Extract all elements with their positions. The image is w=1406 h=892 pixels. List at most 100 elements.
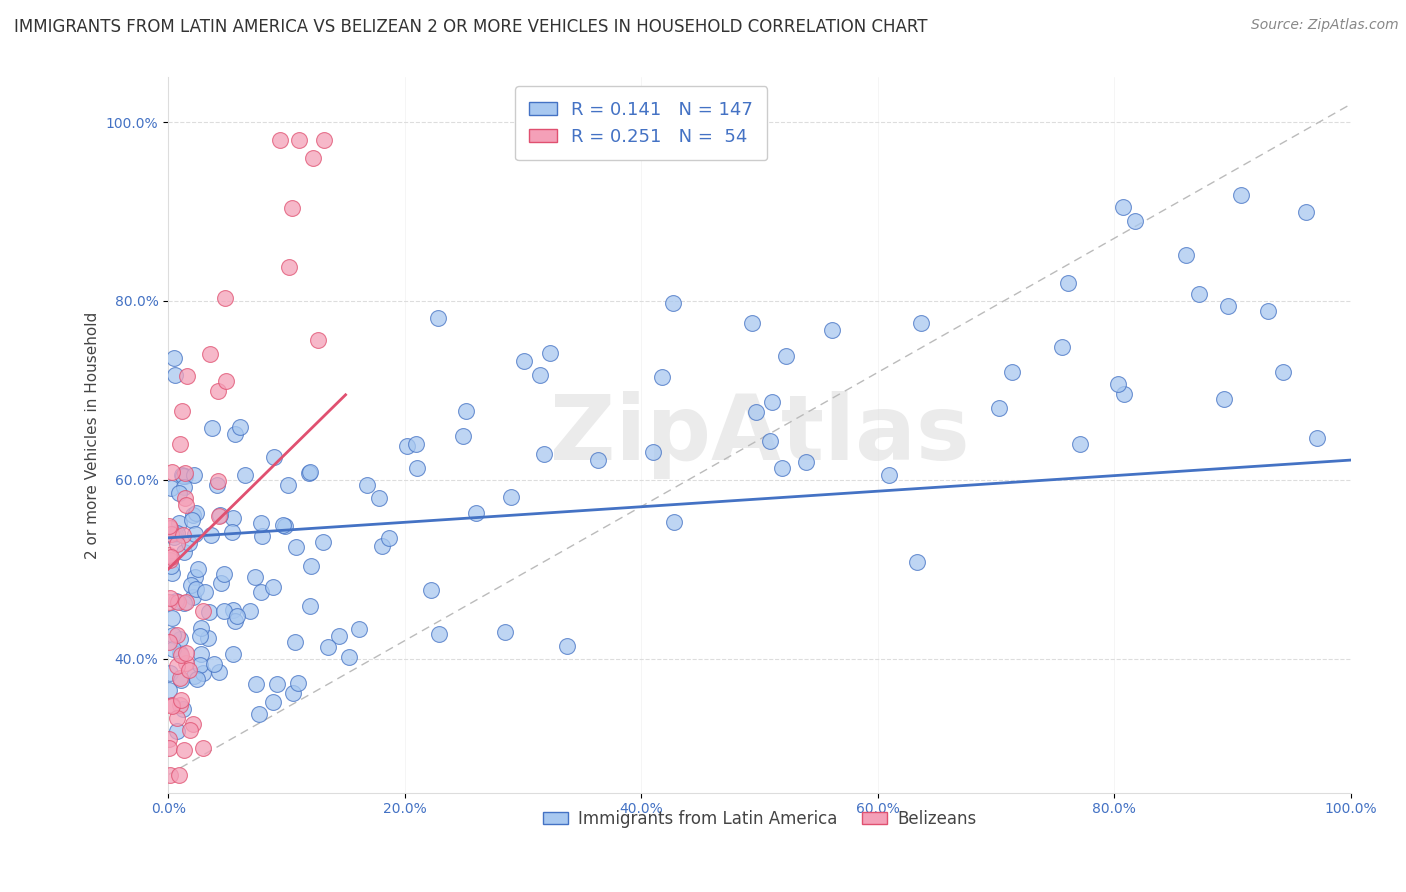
- Point: [160, 698, 183, 713]
- Point: [205, 478, 228, 492]
- Point: [172, 469, 194, 483]
- Point: [1188, 286, 1211, 301]
- Point: [208, 665, 231, 680]
- Point: [183, 716, 205, 731]
- Point: [328, 629, 350, 643]
- Point: [166, 659, 188, 673]
- Point: [160, 611, 183, 625]
- Point: [201, 421, 224, 435]
- Point: [174, 469, 197, 483]
- Point: [988, 401, 1011, 415]
- Point: [1125, 214, 1147, 228]
- Point: [169, 698, 191, 712]
- Point: [162, 566, 184, 580]
- Point: [745, 405, 768, 419]
- Point: [274, 518, 297, 533]
- Point: [157, 741, 180, 756]
- Point: [163, 351, 186, 366]
- Point: [169, 648, 191, 662]
- Point: [172, 702, 194, 716]
- Point: [1056, 276, 1078, 290]
- Point: [200, 527, 222, 541]
- Point: [187, 562, 209, 576]
- Point: [464, 506, 486, 520]
- Point: [281, 201, 304, 215]
- Point: [207, 508, 229, 523]
- Text: IMMIGRANTS FROM LATIN AMERICA VS BELIZEAN 2 OR MORE VEHICLES IN HOUSEHOLD CORREL: IMMIGRANTS FROM LATIN AMERICA VS BELIZEA…: [14, 18, 928, 36]
- Y-axis label: 2 or more Vehicles in Household: 2 or more Vehicles in Household: [86, 311, 100, 558]
- Point: [159, 666, 181, 681]
- Point: [180, 578, 202, 592]
- Point: [250, 584, 273, 599]
- Point: [172, 528, 194, 542]
- Point: [173, 743, 195, 757]
- Point: [167, 594, 190, 608]
- Point: [1212, 392, 1234, 406]
- Point: [298, 465, 321, 479]
- Point: [207, 384, 229, 399]
- Point: [427, 627, 450, 641]
- Point: [269, 133, 291, 147]
- Point: [262, 580, 284, 594]
- Point: [214, 566, 236, 581]
- Point: [557, 639, 579, 653]
- Point: [194, 585, 217, 599]
- Point: [190, 621, 212, 635]
- Point: [239, 604, 262, 618]
- Point: [271, 518, 294, 533]
- Point: [1000, 365, 1022, 379]
- Point: [169, 437, 191, 451]
- Point: [166, 723, 188, 738]
- Point: [163, 526, 186, 541]
- Point: [169, 646, 191, 660]
- Point: [224, 426, 246, 441]
- Point: [157, 683, 180, 698]
- Point: [202, 657, 225, 672]
- Point: [245, 676, 267, 690]
- Point: [183, 669, 205, 683]
- Point: [188, 657, 211, 672]
- Point: [221, 524, 243, 539]
- Point: [183, 570, 205, 584]
- Point: [167, 486, 190, 500]
- Point: [160, 527, 183, 541]
- Point: [166, 525, 188, 540]
- Point: [1112, 200, 1135, 214]
- Point: [307, 333, 329, 347]
- Point: [179, 536, 201, 550]
- Point: [215, 374, 238, 388]
- Point: [198, 605, 221, 619]
- Point: [167, 768, 190, 782]
- Point: [299, 559, 322, 574]
- Point: [157, 594, 180, 608]
- Point: [284, 540, 307, 554]
- Point: [214, 291, 236, 305]
- Point: [188, 629, 211, 643]
- Point: [184, 506, 207, 520]
- Point: [166, 537, 188, 551]
- Point: [180, 512, 202, 526]
- Point: [494, 624, 516, 639]
- Point: [1272, 365, 1295, 379]
- Point: [197, 631, 219, 645]
- Point: [538, 345, 561, 359]
- Text: Source: ZipAtlas.com: Source: ZipAtlas.com: [1251, 18, 1399, 32]
- Point: [222, 603, 245, 617]
- Point: [163, 530, 186, 544]
- Point: [159, 553, 181, 567]
- Point: [165, 368, 187, 383]
- Point: [499, 490, 522, 504]
- Point: [905, 555, 928, 569]
- Point: [662, 515, 685, 529]
- Point: [157, 518, 180, 533]
- Point: [794, 455, 817, 469]
- Point: [316, 640, 339, 654]
- Point: [1216, 299, 1239, 313]
- Point: [1174, 248, 1197, 262]
- Point: [761, 394, 783, 409]
- Point: [183, 468, 205, 483]
- Point: [179, 723, 201, 738]
- Point: [298, 599, 321, 613]
- Point: [266, 677, 288, 691]
- Point: [159, 634, 181, 648]
